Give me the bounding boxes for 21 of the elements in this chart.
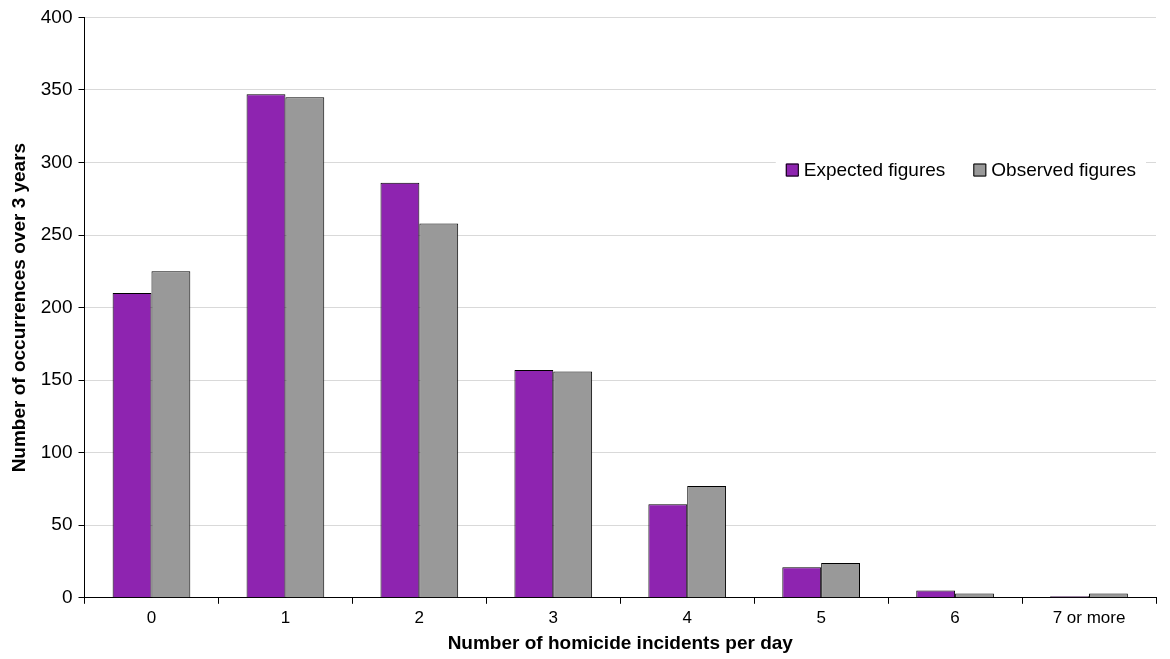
y-tick-label: 400 (40, 5, 73, 27)
x-axis-title: Number of homicide incidents per day (447, 631, 794, 653)
x-tick-label: 6 (950, 607, 960, 627)
x-tick-label: 7 or more (1052, 607, 1126, 627)
y-tick-label: 150 (40, 368, 73, 390)
y-tick-label: 200 (40, 295, 73, 317)
y-tick-label: 300 (40, 150, 73, 172)
legend-label: Observed figures (991, 159, 1137, 181)
y-tick-label: 50 (51, 513, 73, 535)
x-tick-label: 0 (146, 607, 157, 627)
legend-label: Expected figures (803, 159, 946, 181)
y-axis-title: Number of occurrences over 3 years (7, 142, 29, 473)
x-tick-label: 5 (816, 607, 826, 627)
y-tick-label: 250 (40, 223, 73, 245)
x-tick-label: 3 (548, 607, 559, 627)
x-tick-label: 4 (682, 607, 692, 627)
y-tick-label: 0 (61, 586, 73, 608)
y-tick-label: 350 (40, 78, 73, 100)
x-tick-label: 2 (414, 607, 425, 627)
y-tick-label: 100 (40, 440, 73, 462)
x-tick-label: 1 (280, 607, 291, 627)
